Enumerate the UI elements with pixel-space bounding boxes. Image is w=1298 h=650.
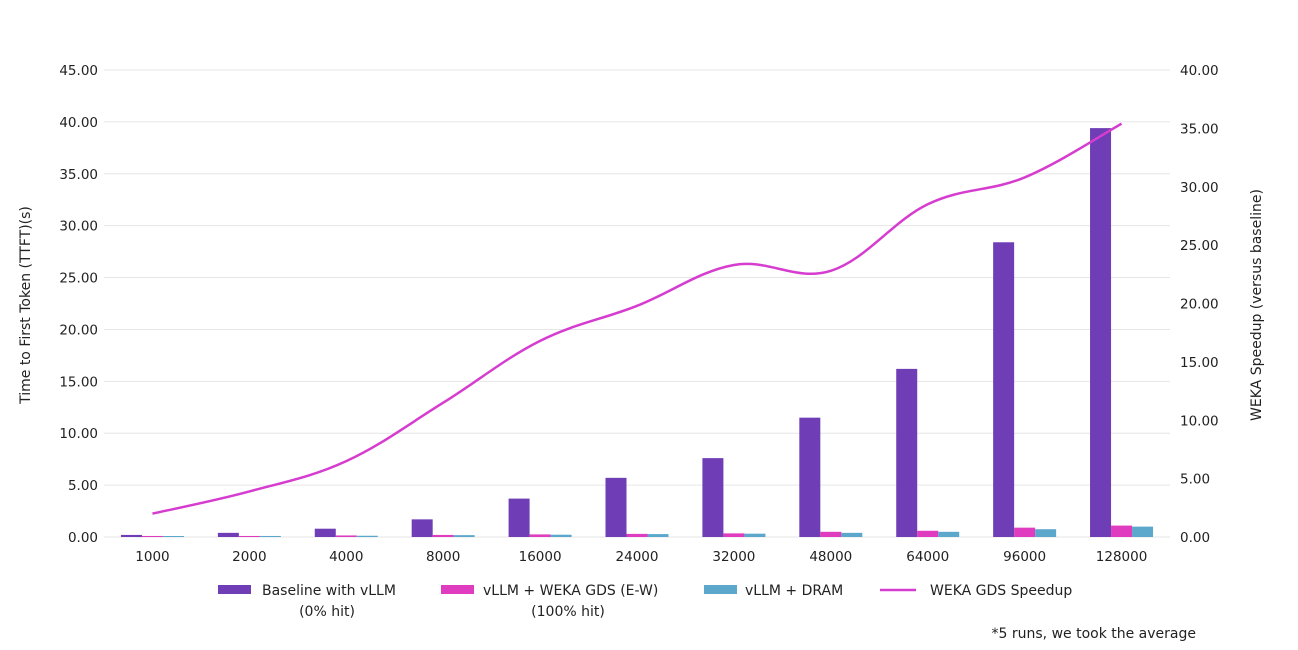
- bar: [314, 528, 336, 537]
- speedup-line-group: [152, 122, 1123, 515]
- bar: [432, 534, 454, 537]
- right-tick-label: 35.00: [1180, 121, 1219, 137]
- x-tick-label: 32000: [712, 549, 755, 565]
- bar: [723, 533, 745, 537]
- legend-label: (100% hit): [531, 604, 605, 620]
- right-axis-ticks: 0.00 5.00 10.00 15.00 20.00 25.00 30.00 35.00 40…: [1180, 63, 1219, 546]
- left-tick-label: 25.00: [59, 271, 98, 287]
- right-tick-label: 10.00: [1180, 413, 1219, 429]
- bar: [896, 368, 918, 537]
- legend-label: vLLM + WEKA GDS (E-W): [483, 583, 658, 599]
- bar: [702, 458, 724, 537]
- left-tick-label: 20.00: [59, 322, 98, 338]
- right-tick-label: 15.00: [1180, 355, 1219, 371]
- bar: [993, 242, 1015, 537]
- bar: [238, 535, 260, 537]
- left-tick-label: 5.00: [68, 478, 98, 494]
- left-tick-label: 40.00: [59, 115, 98, 131]
- bar: [508, 498, 530, 537]
- right-axis-title: WEKA Speedup (versus baseline): [1249, 189, 1265, 421]
- legend-label: WEKA GDS Speedup: [930, 583, 1072, 599]
- bar: [626, 533, 648, 537]
- bar: [744, 533, 766, 537]
- bar: [647, 534, 669, 537]
- right-tick-label: 30.00: [1180, 180, 1219, 196]
- left-tick-label: 10.00: [59, 426, 98, 442]
- right-tick-label: 5.00: [1180, 472, 1210, 488]
- left-tick-label: 15.00: [59, 374, 98, 390]
- bar: [1111, 525, 1133, 537]
- x-tick-label: 48000: [809, 549, 852, 565]
- x-tick-label: 16000: [519, 549, 562, 565]
- right-tick-label: 0.00: [1180, 530, 1210, 546]
- footnote: *5 runs, we took the average: [992, 626, 1196, 642]
- bar: [162, 536, 184, 537]
- bar: [799, 417, 821, 537]
- bar: [259, 535, 281, 537]
- bar: [938, 531, 960, 537]
- bar: [335, 535, 357, 537]
- bar: [1090, 128, 1112, 538]
- bar: [356, 535, 378, 537]
- bar: [841, 532, 863, 537]
- right-tick-label: 25.00: [1180, 238, 1219, 254]
- bars: [120, 128, 1154, 538]
- legend-label: vLLM + DRAM: [745, 583, 843, 599]
- bar: [1132, 526, 1154, 537]
- x-tick-label: 4000: [329, 549, 363, 565]
- bar: [529, 534, 551, 537]
- legend: Baseline with vLLM (0% hit) vLLM + WEKA GD…: [218, 583, 1072, 620]
- x-tick-label: 8000: [426, 549, 460, 565]
- bar: [1014, 527, 1036, 537]
- left-tick-label: 45.00: [59, 63, 98, 79]
- right-tick-label: 20.00: [1180, 297, 1219, 313]
- bar: [411, 519, 433, 537]
- legend-label: (0% hit): [299, 604, 355, 620]
- bar: [141, 535, 163, 537]
- bar: [917, 530, 939, 537]
- legend-swatch: [704, 585, 737, 594]
- gridlines: [104, 69, 1170, 538]
- x-tick-label: 24000: [616, 549, 659, 565]
- legend-swatch: [441, 585, 474, 594]
- x-tick-label: 1000: [135, 549, 169, 565]
- x-tick-label: 2000: [232, 549, 266, 565]
- right-tick-label: 40.00: [1180, 63, 1219, 79]
- left-tick-label: 35.00: [59, 167, 98, 183]
- bar: [1035, 529, 1057, 537]
- left-axis-ticks: 0.00 5.00 10.00 15.00 20.00 25.00 30.00 35.00 40…: [59, 63, 98, 546]
- left-tick-label: 0.00: [68, 530, 98, 546]
- bar: [120, 534, 142, 537]
- left-axis-title: Time to First Token (TTFT)(s): [18, 206, 34, 405]
- x-tick-label: 64000: [906, 549, 949, 565]
- bar: [820, 531, 842, 537]
- bar: [453, 535, 475, 537]
- x-tick-label: 96000: [1003, 549, 1046, 565]
- left-tick-label: 30.00: [59, 219, 98, 235]
- bar: [550, 534, 572, 537]
- legend-label: Baseline with vLLM: [262, 583, 396, 599]
- speedup-line: [152, 122, 1123, 515]
- bar: [605, 477, 627, 537]
- x-axis-ticks: 1000 2000 4000 8000 16000 24000 32000 48000 6400…: [135, 549, 1147, 565]
- bar: [217, 532, 239, 537]
- legend-swatch: [218, 585, 251, 594]
- x-tick-label: 128000: [1096, 549, 1148, 565]
